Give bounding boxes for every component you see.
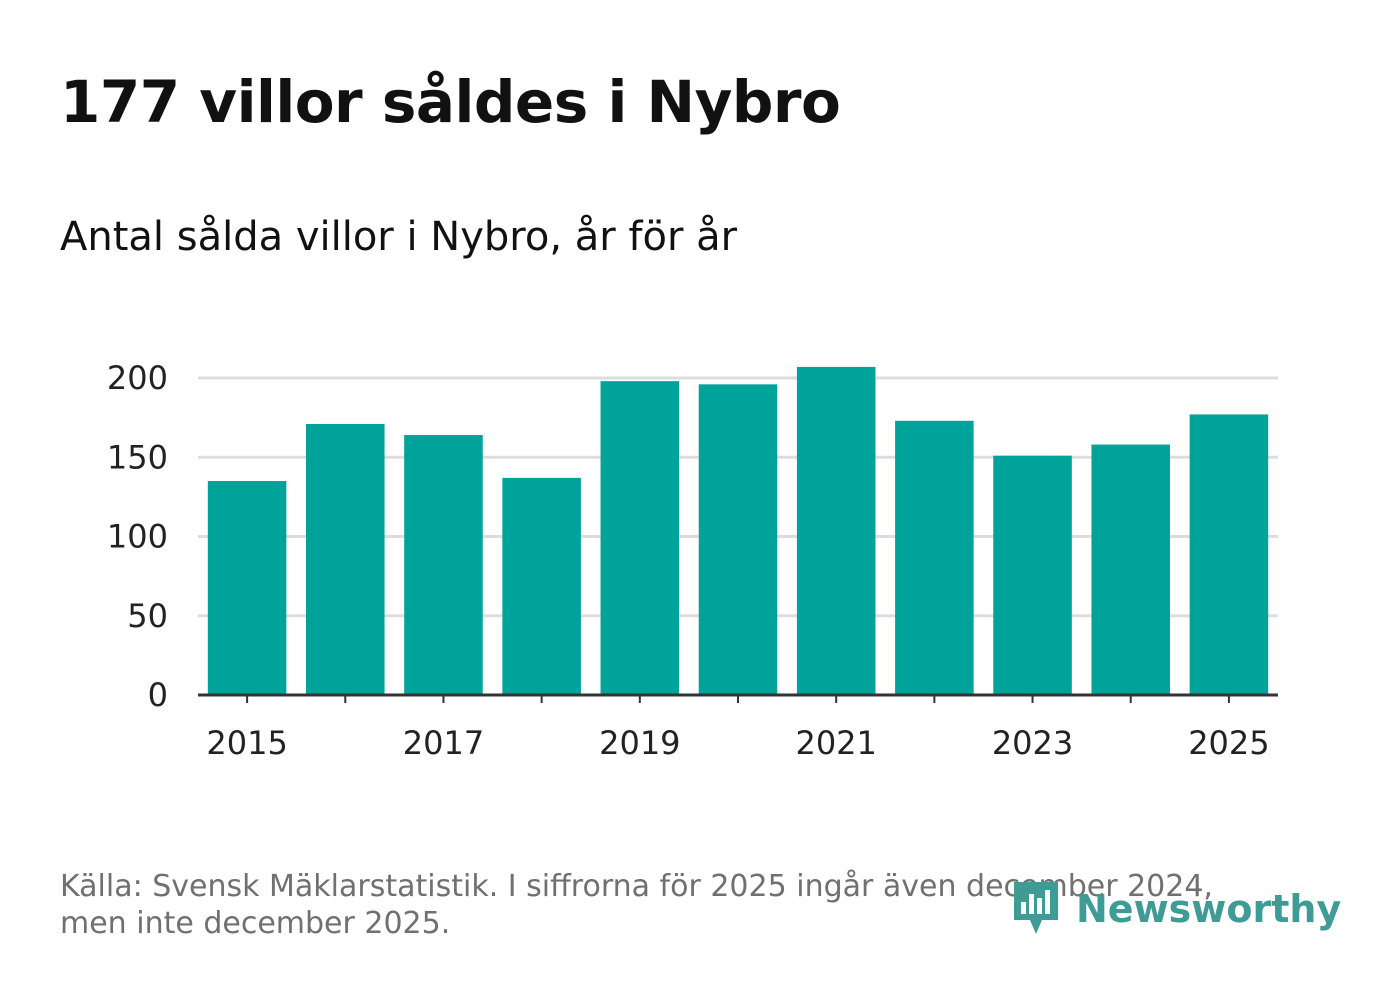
newsworthy-logo: Newsworthy — [1010, 878, 1341, 940]
bar-chart: 0 50 100 150 200 2015 2017 2019 2021 2023 2025 — [107, 359, 1278, 762]
bar-2016 — [306, 423, 385, 695]
y-tick-label-150: 150 — [107, 438, 168, 476]
bar-2019 — [600, 381, 680, 695]
x-tick-label-2017: 2017 — [403, 724, 484, 762]
bar-2021 — [796, 366, 876, 695]
bar-2018 — [502, 477, 581, 695]
x-tick-label-2015: 2015 — [206, 724, 287, 762]
x-tick-label-2025: 2025 — [1188, 724, 1269, 762]
x-tick-labels: 2015 2017 2019 2021 2023 2025 — [206, 724, 1269, 762]
y-tick-label-0: 0 — [148, 676, 168, 714]
bar-2017 — [404, 435, 483, 695]
y-tick-labels: 0 50 100 150 200 — [107, 359, 168, 714]
x-tick-label-2021: 2021 — [795, 724, 876, 762]
bar-2025 — [1189, 414, 1269, 695]
bar-2022 — [895, 420, 974, 695]
y-tick-label-50: 50 — [127, 597, 168, 635]
source-line-2: men inte december 2025. — [60, 906, 451, 941]
y-tick-label-200: 200 — [107, 359, 168, 397]
x-axis — [198, 693, 1278, 703]
bars — [207, 366, 1269, 695]
x-tick-label-2023: 2023 — [992, 724, 1073, 762]
y-tick-label-100: 100 — [107, 518, 168, 556]
bar-2023 — [993, 455, 1072, 695]
bar-2024 — [1091, 444, 1170, 695]
newsworthy-logo-icon — [1014, 882, 1058, 934]
chart-subtitle: Antal sålda villor i Nybro, år för år — [60, 214, 738, 260]
bar-2020 — [698, 384, 778, 695]
x-tick-label-2019: 2019 — [599, 724, 680, 762]
bar-2015 — [207, 481, 287, 695]
chart-title: 177 villor såldes i Nybro — [60, 68, 841, 136]
brand-name: Newsworthy — [1076, 887, 1342, 931]
